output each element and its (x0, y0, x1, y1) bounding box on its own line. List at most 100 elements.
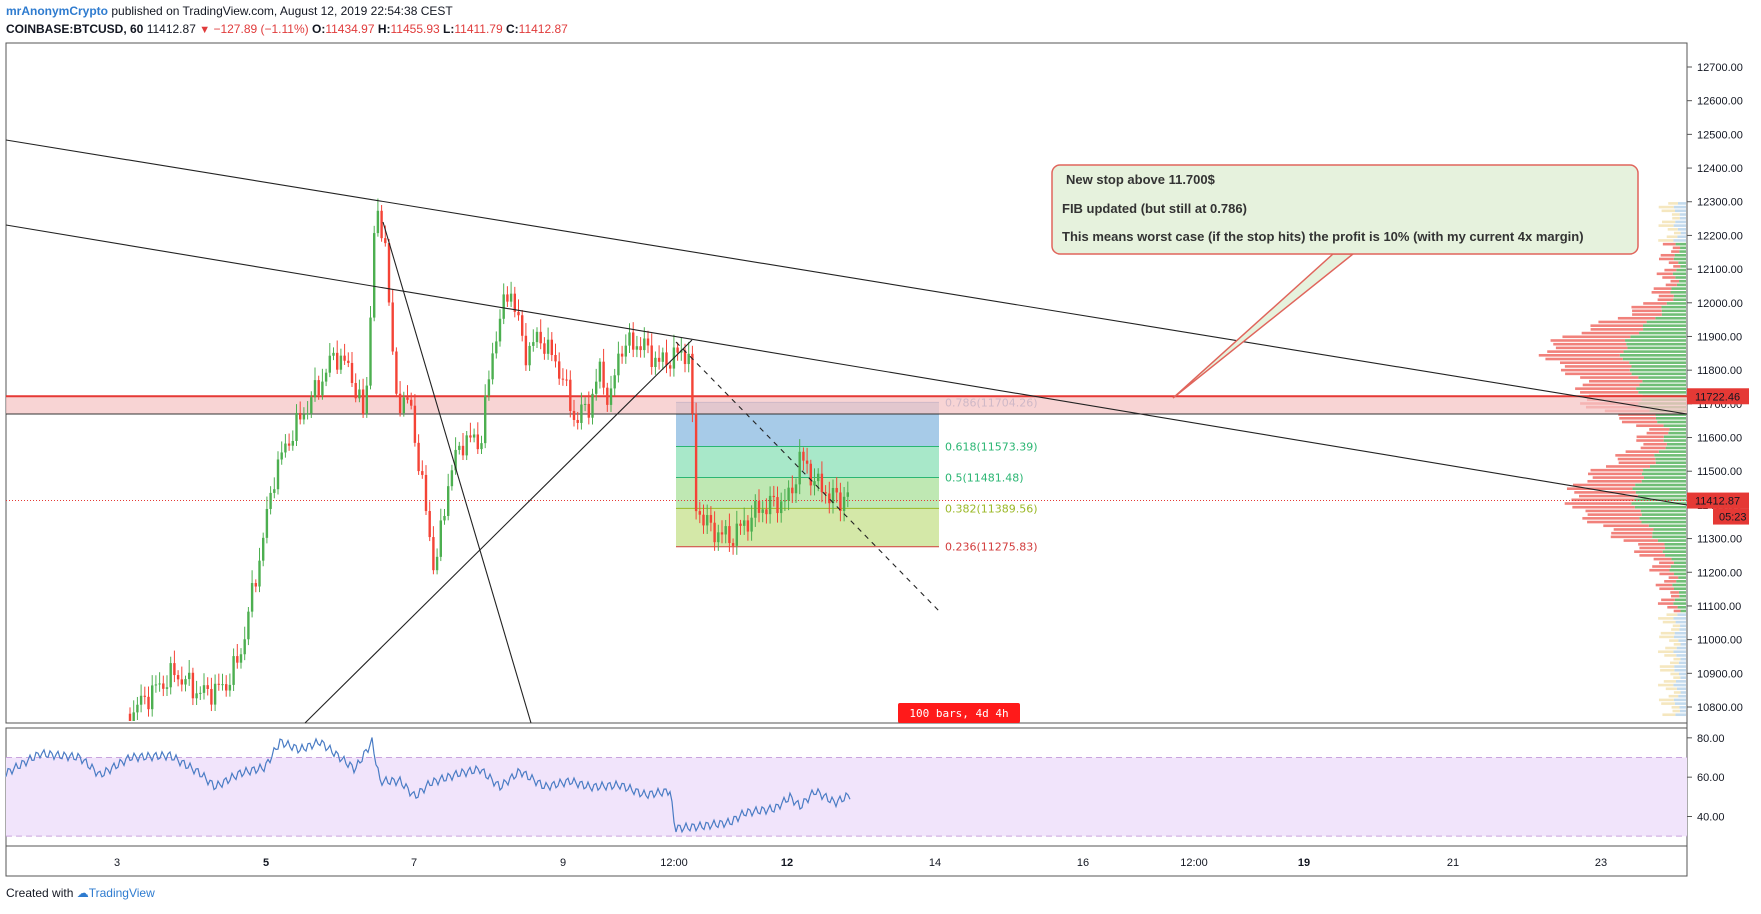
volume-profile-row-up (1634, 505, 1686, 509)
rsi-indicator: 40.00 60.00 80.00 (5, 733, 1725, 837)
author-link[interactable]: mrAnonymCrypto (6, 4, 109, 18)
volume-profile-row-down (1606, 465, 1651, 468)
candle-body (754, 501, 757, 518)
price-tick-label: 11600.00 (1697, 433, 1742, 445)
volume-profile-row-up (1673, 635, 1686, 639)
volume-profile-row-up (1641, 520, 1686, 524)
price-tick-label: 12000.00 (1697, 298, 1743, 310)
volume-profile-row-up (1665, 546, 1686, 550)
candle-body (824, 492, 827, 494)
candle-body (839, 492, 842, 511)
volume-profile-row-up (1634, 498, 1686, 502)
volume-profile-row-down (1566, 487, 1633, 490)
volume-profile-row-down (1636, 435, 1664, 439)
volume-profile-row-down (1660, 253, 1675, 257)
candle-body (421, 471, 424, 475)
trend-lines[interactable] (5, 139, 1688, 724)
candle-body (491, 353, 494, 380)
volume-profile-row-up (1650, 465, 1686, 468)
volume-profile-row-up (1677, 613, 1686, 616)
candle-body (720, 532, 724, 535)
price-tick-label: 10800.00 (1697, 702, 1743, 714)
volume-profile-row-down (1564, 365, 1632, 368)
volume-profile-row-up (1678, 672, 1686, 676)
candle-body (365, 385, 368, 415)
volume-profile-row-up (1661, 309, 1686, 313)
lower-descending-trendline[interactable] (5, 224, 1688, 506)
candle-body (572, 410, 576, 420)
candle-body (587, 403, 590, 418)
symbol-label[interactable]: COINBASE:BTCUSD, 60 (6, 22, 144, 36)
note-callout[interactable]: New stop above 11.700$ FIB updated (but … (1051, 164, 1639, 399)
candle-body (639, 346, 642, 351)
volume-profile-row-down (1574, 491, 1636, 494)
volume-profile-row-down (1632, 309, 1662, 313)
volume-profile-row-down (1656, 272, 1673, 276)
tradingview-link[interactable]: TradingView (88, 886, 155, 900)
upper-descending-trendline[interactable] (5, 139, 1688, 415)
footer: Created with ☁TradingView (6, 886, 155, 900)
volume-profile-row-down (1670, 672, 1679, 676)
volume-profile-row-down (1668, 576, 1679, 579)
ascending-support-trendline[interactable] (304, 339, 693, 724)
candle-body (439, 520, 442, 557)
volume-profile-row-up (1679, 279, 1686, 283)
volume-profile-row-down (1671, 628, 1680, 631)
volume-profile-row-up (1639, 517, 1686, 520)
volume-profile-row-down (1587, 513, 1642, 516)
volume-profile-row-down (1659, 572, 1675, 576)
volume-profile-row-up (1641, 479, 1686, 483)
volume-profile-row-up (1680, 643, 1686, 646)
volume-profile-row-up (1674, 702, 1686, 705)
volume-profile-row-down (1668, 694, 1679, 698)
volume-profile-row-up (1661, 313, 1686, 316)
candle-body (450, 470, 454, 487)
candle-body (713, 522, 716, 543)
low-value: 11411.79 (454, 22, 503, 36)
volume-profile-row-up (1676, 687, 1686, 691)
volume-profile-row-down (1661, 598, 1675, 602)
fib-level-label: 0.236(11275.83) (945, 541, 1038, 554)
candle-body (461, 445, 465, 456)
candle-body (602, 361, 605, 388)
candle-body (347, 360, 350, 363)
volume-profile-row-down (1667, 228, 1678, 231)
price-tick-label: 11300.00 (1697, 534, 1742, 546)
candle-body (295, 412, 298, 441)
volume-profile-row-up (1673, 205, 1686, 209)
projected-path-line[interactable] (675, 341, 941, 613)
volume-profile-row-up (1663, 435, 1686, 439)
steep-descending-trendline[interactable] (382, 221, 532, 724)
candle-body (783, 500, 787, 502)
chart-header: mrAnonymCrypto published on TradingView.… (6, 2, 568, 39)
volume-profile-row-up (1657, 420, 1686, 424)
candle-body (380, 210, 383, 239)
candle-body (410, 399, 413, 406)
candle-body (728, 526, 731, 544)
volume-profile-row-up (1680, 231, 1686, 235)
candle-body (280, 452, 283, 460)
volume-profile-row-up (1675, 276, 1686, 279)
candle-body (258, 560, 261, 587)
volume-profile-row-up (1680, 676, 1686, 679)
time-tick-label: 21 (1447, 857, 1459, 869)
volume-profile-row-down (1662, 713, 1676, 717)
volume-profile-row-down (1659, 561, 1674, 565)
candle-body (820, 473, 824, 493)
candle-body (702, 514, 705, 526)
volume-profile-row-up (1631, 372, 1686, 376)
candle-body (406, 397, 409, 400)
candle-body (717, 532, 720, 543)
fib-retracement[interactable]: 0.786(11704.26)0.618(11573.39)0.5(11481.… (6, 395, 1687, 554)
candle-body (813, 481, 816, 486)
volume-profile-row-up (1680, 609, 1686, 613)
volume-profile-row-down (1613, 528, 1654, 531)
high-label: H: (377, 22, 391, 36)
candle-body (706, 515, 709, 526)
candle-body (225, 684, 228, 691)
volume-profile-row-up (1637, 494, 1686, 498)
volume-profile-row-down (1652, 565, 1671, 568)
time-tick-label: 12:00 (660, 857, 688, 869)
volume-profile-row-up (1675, 220, 1686, 224)
